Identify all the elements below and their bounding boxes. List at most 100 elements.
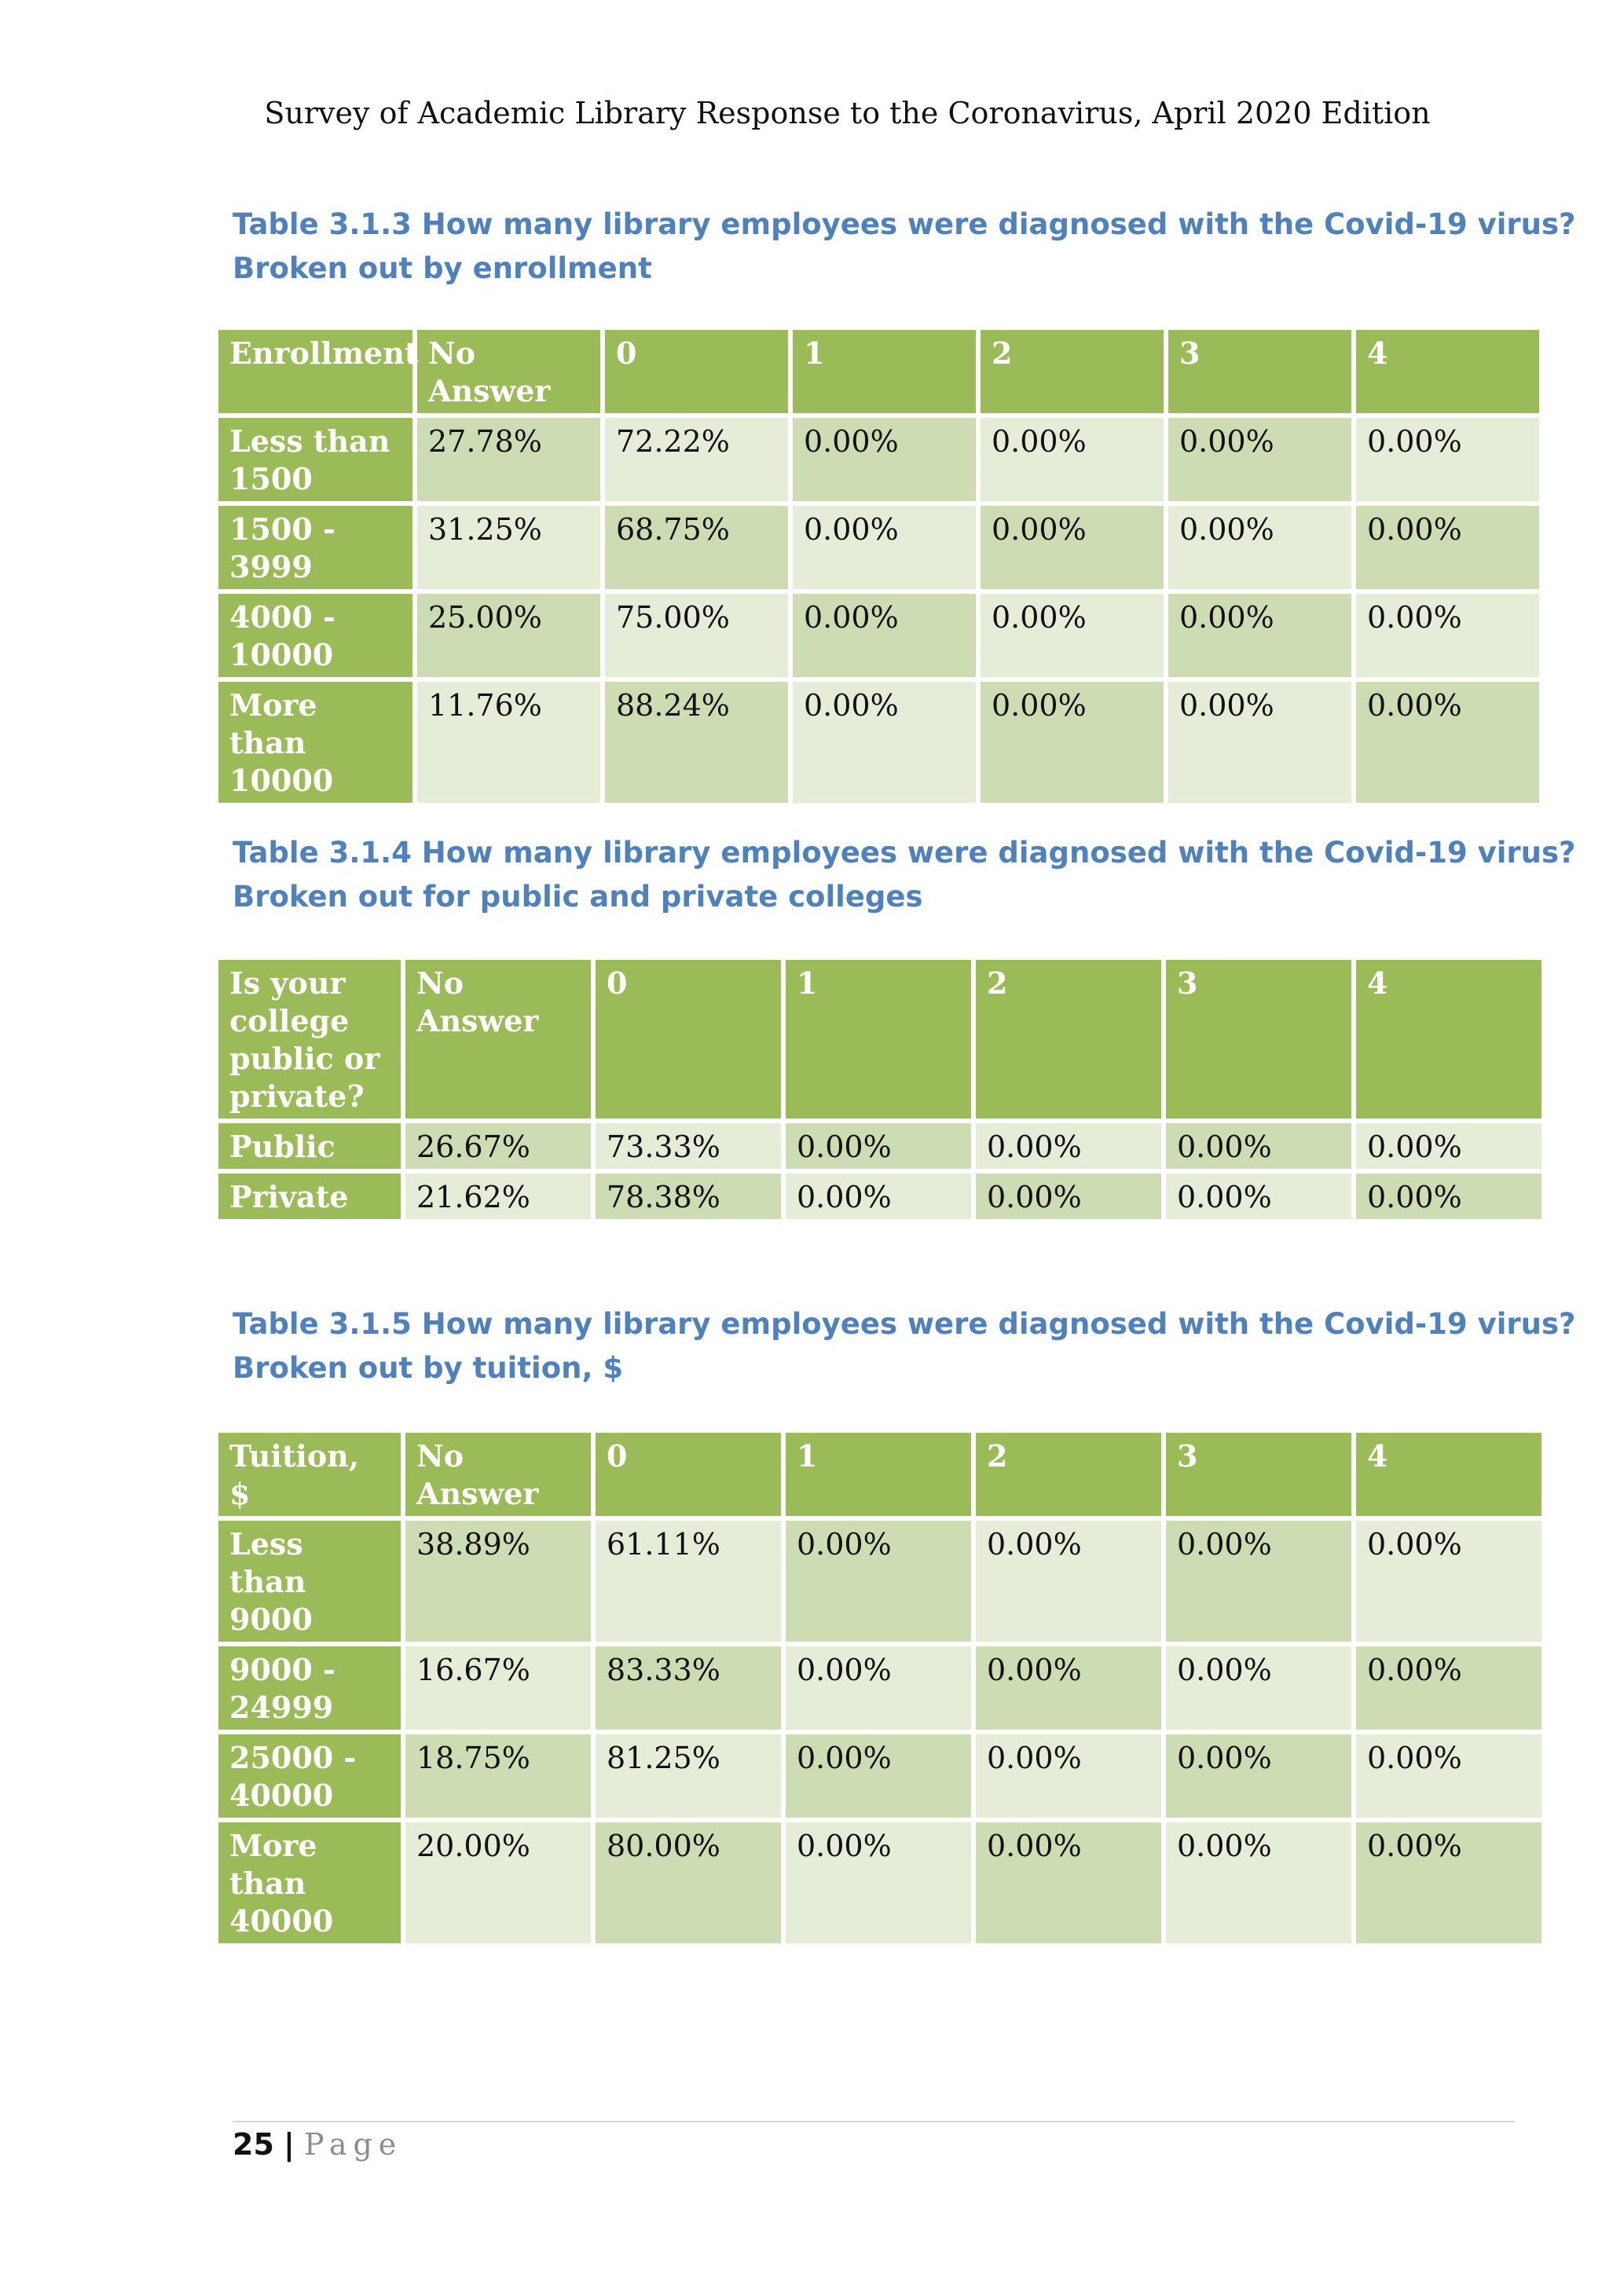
column-header: 2 [981, 330, 1164, 413]
table-cell: 0.00% [786, 1521, 971, 1642]
table-row: 25000 - 40000 18.75% 81.25% 0.00% 0.00% 0.00%… [218, 1734, 1542, 1818]
table-cell: 0.00% [793, 594, 976, 677]
column-header: 1 [793, 330, 976, 413]
table-cell: 26.67% [405, 1123, 591, 1169]
table-cell: 68.75% [605, 506, 788, 589]
column-header: 1 [786, 960, 971, 1119]
table-cell: 0.00% [786, 1123, 971, 1169]
column-header: 3 [1166, 1433, 1351, 1516]
row-label: Private [218, 1174, 401, 1219]
table-cell: 0.00% [1168, 506, 1351, 589]
row-label: 4000 - 10000 [218, 594, 412, 677]
table-cell: 0.00% [976, 1123, 1161, 1169]
table-cell: 0.00% [1168, 418, 1351, 501]
table-cell: 72.22% [605, 418, 788, 501]
table-cell: 75.00% [605, 594, 788, 677]
table-cell: 0.00% [1356, 1734, 1542, 1818]
footer-separator: | [283, 2127, 295, 2162]
caption-subtitle: Broken out by enrollment [233, 251, 652, 285]
table-cell: 0.00% [1168, 594, 1351, 677]
column-header: 2 [976, 1433, 1161, 1516]
row-label: More than 10000 [218, 682, 412, 803]
caption-title: Table 3.1.3 How many library employees w… [233, 207, 1576, 241]
footer-rule [233, 2121, 1515, 2122]
table-cell: 0.00% [1166, 1646, 1351, 1730]
table-cell: 31.25% [417, 506, 600, 589]
table-cell: 0.00% [981, 682, 1164, 803]
table-cell: 0.00% [981, 506, 1164, 589]
table-cell: 0.00% [793, 682, 976, 803]
column-header: 3 [1166, 960, 1351, 1119]
table-row: Less than 1500 27.78% 72.22% 0.00% 0.00% 0.00… [218, 418, 1539, 501]
column-header: 4 [1356, 960, 1542, 1119]
table-cell: 0.00% [1356, 506, 1539, 589]
table-cell: 0.00% [1166, 1822, 1351, 1943]
table-cell: 61.11% [596, 1521, 781, 1642]
column-header: 0 [596, 1433, 781, 1516]
table-cell: 0.00% [1356, 418, 1539, 501]
column-header: 4 [1356, 1433, 1542, 1516]
table-cell: 38.89% [405, 1521, 591, 1642]
table-row: 9000 - 24999 16.67% 83.33% 0.00% 0.00% 0.00% 0… [218, 1646, 1542, 1730]
table-cell: 0.00% [786, 1646, 971, 1730]
page-label: Page [303, 2127, 403, 2162]
column-header: 0 [605, 330, 788, 413]
column-header: Tuition, $ [218, 1433, 401, 1516]
column-header: 3 [1168, 330, 1351, 413]
table-cell: 0.00% [1168, 682, 1351, 803]
table-row: 4000 - 10000 25.00% 75.00% 0.00% 0.00% 0.00% 0… [218, 594, 1539, 677]
page-footer: 25 | Page [233, 2127, 402, 2162]
row-label: More than 40000 [218, 1822, 401, 1943]
table-cell: 0.00% [1356, 1123, 1542, 1169]
caption-title: Table 3.1.5 How many library employees w… [233, 1307, 1576, 1341]
table-cell: 25.00% [417, 594, 600, 677]
column-header: No Answer [405, 1433, 591, 1516]
table-row: Less than 9000 38.89% 61.11% 0.00% 0.00% 0.00… [218, 1521, 1542, 1642]
table-cell: 0.00% [786, 1822, 971, 1943]
table-cell: 0.00% [976, 1822, 1161, 1943]
row-label: Public [218, 1123, 401, 1169]
table-cell: 0.00% [1356, 1174, 1542, 1219]
table-cell: 0.00% [976, 1521, 1161, 1642]
column-header: 4 [1356, 330, 1539, 413]
table-cell: 0.00% [1356, 1822, 1542, 1943]
table-cell: 11.76% [417, 682, 600, 803]
table-cell: 0.00% [1166, 1521, 1351, 1642]
column-header: 1 [786, 1433, 971, 1516]
row-label: 9000 - 24999 [218, 1646, 401, 1730]
table-row: More than 40000 20.00% 80.00% 0.00% 0.00% 0.0… [218, 1822, 1542, 1943]
table-cell: 78.38% [596, 1174, 781, 1219]
table-cell: 20.00% [405, 1822, 591, 1943]
row-label: Less than 1500 [218, 418, 412, 501]
table-caption: Table 3.1.5 How many library employees w… [233, 1302, 1576, 1390]
table-cell: 73.33% [596, 1123, 781, 1169]
table-cell: 0.00% [793, 506, 976, 589]
table-caption: Table 3.1.4 How many library employees w… [233, 831, 1576, 919]
column-header: 0 [596, 960, 781, 1119]
table-cell: 0.00% [976, 1646, 1161, 1730]
table-cell: 0.00% [786, 1174, 971, 1219]
table-cell: 21.62% [405, 1174, 591, 1219]
column-header: No Answer [405, 960, 591, 1119]
table-cell: 80.00% [596, 1822, 781, 1943]
table-cell: 0.00% [1356, 1521, 1542, 1642]
table-cell: 0.00% [981, 418, 1164, 501]
table-row: Public 26.67% 73.33% 0.00% 0.00% 0.00% 0.00% [218, 1123, 1542, 1169]
table-caption: Table 3.1.3 How many library employees w… [233, 203, 1576, 291]
table-row: More than 10000 11.76% 88.24% 0.00% 0.00% 0.0… [218, 682, 1539, 803]
table-cell: 0.00% [976, 1734, 1161, 1818]
table-cell: 88.24% [605, 682, 788, 803]
table-cell: 81.25% [596, 1734, 781, 1818]
page-number: 25 [233, 2127, 274, 2162]
row-label: Less than 9000 [218, 1521, 401, 1642]
table-row: 1500 - 3999 31.25% 68.75% 0.00% 0.00% 0.00% 0.… [218, 506, 1539, 589]
table-cell: 0.00% [976, 1174, 1161, 1219]
table-cell: 0.00% [793, 418, 976, 501]
running-header: Survey of Academic Library Response to t… [264, 96, 1431, 130]
caption-title: Table 3.1.4 How many library employees w… [233, 836, 1576, 870]
table-cell: 27.78% [417, 418, 600, 501]
table-cell: 0.00% [1166, 1734, 1351, 1818]
table-cell: 0.00% [1166, 1174, 1351, 1219]
tuition-table: Tuition, $ No Answer 0 1 2 3 4 Less than 9000 3… [214, 1428, 1546, 1948]
column-header: Enrollment [218, 330, 418, 413]
